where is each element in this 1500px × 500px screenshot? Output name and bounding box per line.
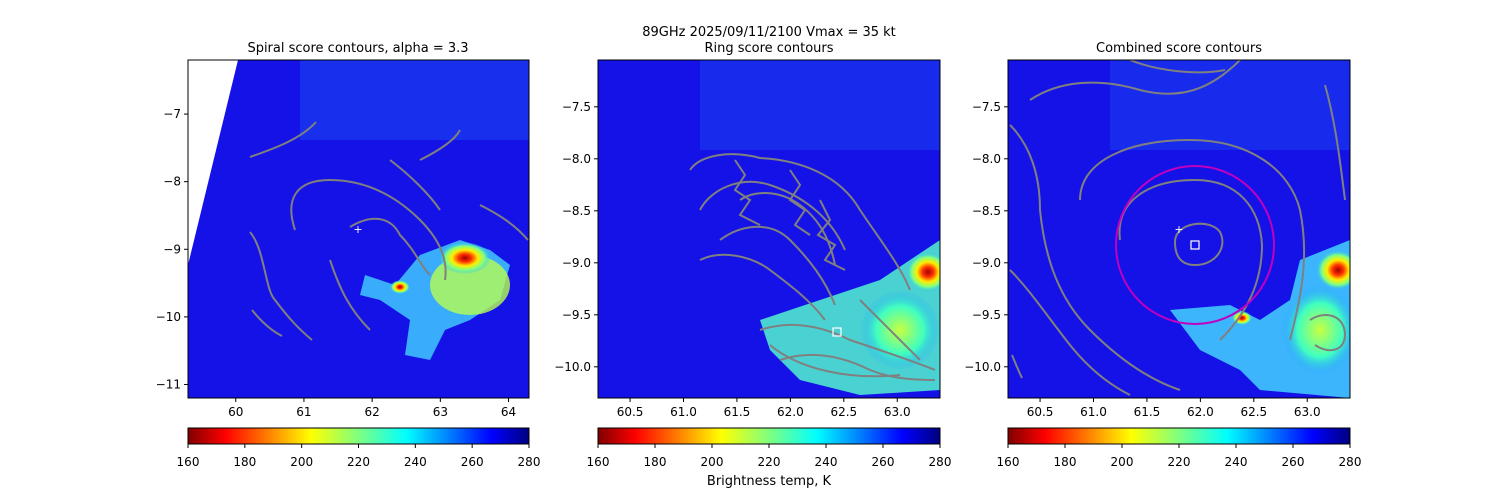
colorbar-tick-label: 180 [1054, 455, 1077, 469]
x-tick-label: 62.0 [1187, 405, 1214, 419]
panel-spiral: Spiral score contours, alpha = 3.3 + [156, 41, 530, 419]
colorbar-tick-label: 280 [1339, 455, 1362, 469]
score-contours [249, 121, 529, 341]
y-tick-label: −7.5 [562, 100, 591, 114]
no-data-wedge [188, 60, 238, 265]
colorbar-gradient [187, 427, 530, 445]
colorbar-tick-label: 260 [461, 455, 484, 469]
colorbar-gradient [1007, 427, 1351, 445]
x-tick-label: 62.5 [1240, 405, 1267, 419]
panel-ring: Ring score contours [554, 41, 941, 419]
x-tick-label: 62.5 [830, 405, 857, 419]
y-tick-label: −7.5 [972, 100, 1001, 114]
y-tick-label: −8.5 [972, 204, 1001, 218]
cold-cloud-warm [1282, 285, 1350, 375]
y-tick-label: −9.0 [562, 256, 591, 270]
x-tick-label: 62 [364, 405, 379, 419]
y-tick-label: −8.0 [562, 152, 591, 166]
x-tick-label: 63 [433, 405, 448, 419]
x-tick-label: 61.0 [670, 405, 697, 419]
colorbar-gradient [597, 427, 941, 445]
x-tick-label: 61.0 [1080, 405, 1107, 419]
colorbar-tick-label: 220 [758, 455, 781, 469]
brightness-field-upper [300, 60, 529, 140]
y-tick-label: −9.0 [972, 256, 1001, 270]
colorbar-tick-label: 260 [1282, 455, 1305, 469]
colorbar-tick-label: 160 [587, 455, 610, 469]
colorbar-tick-label: 220 [1168, 455, 1191, 469]
colorbar-tick-label: 200 [701, 455, 724, 469]
x-tick-label: 63.0 [884, 405, 911, 419]
x-tick-label: 63.0 [1294, 405, 1321, 419]
x-tick-label: 60.5 [617, 405, 644, 419]
colorbar-tick-label: 180 [233, 455, 256, 469]
y-tick-label: −9.5 [562, 308, 591, 322]
center-marker: + [353, 223, 362, 236]
x-tick-label: 61 [296, 405, 311, 419]
score-contours [1009, 60, 1347, 396]
ring-radius-circle [1115, 165, 1275, 325]
y-tick-label: −8.0 [972, 152, 1001, 166]
y-tick-label: −7 [163, 107, 181, 121]
center-marker: + [1174, 223, 1183, 236]
colorbar-tick-label: 240 [815, 455, 838, 469]
score-square-marker [1190, 240, 1200, 250]
colorbar-label: Brightness temp, K [707, 474, 832, 489]
colorbar-3: 160 180 200 220 240 260 280 [997, 427, 1362, 469]
y-tick-label: −10.0 [964, 360, 1001, 374]
colorbar-tick-label: 200 [1111, 455, 1134, 469]
y-tick-label: −10.0 [554, 360, 591, 374]
cold-cloud-hotspot [1316, 250, 1350, 290]
colorbar-tick-label: 220 [347, 455, 370, 469]
x-tick-label: 61.5 [1134, 405, 1161, 419]
colorbar-tick-label: 280 [929, 455, 952, 469]
y-tick-label: −8.5 [562, 204, 591, 218]
y-tick-label: −10 [156, 310, 181, 324]
figure-suptitle: 89GHz 2025/09/11/2100 Vmax = 35 kt [642, 25, 896, 40]
y-tick-label: −11 [156, 377, 181, 391]
colorbar-tick-label: 180 [644, 455, 667, 469]
colorbar-tick-label: 240 [404, 455, 427, 469]
panel-combined: Combined score contours + [964, 41, 1351, 419]
colorbar-tick-label: 240 [1225, 455, 1248, 469]
cold-cloud-hotspot [439, 242, 491, 274]
x-tick-label: 64 [501, 405, 516, 419]
x-tick-label: 62.0 [777, 405, 804, 419]
score-contours [689, 153, 936, 381]
panel-title: Ring score contours [704, 41, 833, 56]
panel-title: Combined score contours [1096, 41, 1262, 56]
colorbar-tick-label: 160 [177, 455, 200, 469]
colorbar-tick-label: 160 [997, 455, 1020, 469]
y-tick-label: −9.5 [972, 308, 1001, 322]
colorbar-tick-label: 280 [518, 455, 541, 469]
cold-cloud-hotspot [906, 252, 940, 292]
colorbar-tick-label: 260 [872, 455, 895, 469]
y-tick-label: −8 [163, 175, 181, 189]
colorbar-tick-label: 200 [290, 455, 313, 469]
axes-frame [1007, 59, 1351, 399]
x-tick-label: 60.5 [1027, 405, 1054, 419]
colorbar-1: 160 180 200 220 240 260 280 [177, 427, 541, 469]
axes-frame [187, 59, 530, 399]
colorbar-2: 160 180 200 220 240 260 280 [587, 427, 952, 469]
cold-cloud-hotspot [390, 280, 410, 294]
y-tick-label: −9 [163, 242, 181, 256]
brightness-field-upper [1110, 60, 1350, 150]
x-tick-label: 60 [228, 405, 243, 419]
score-square-marker [832, 327, 842, 337]
panel-title: Spiral score contours, alpha = 3.3 [247, 41, 468, 56]
axes-frame [597, 59, 941, 399]
brightness-field-upper [700, 60, 940, 150]
x-tick-label: 61.5 [724, 405, 751, 419]
